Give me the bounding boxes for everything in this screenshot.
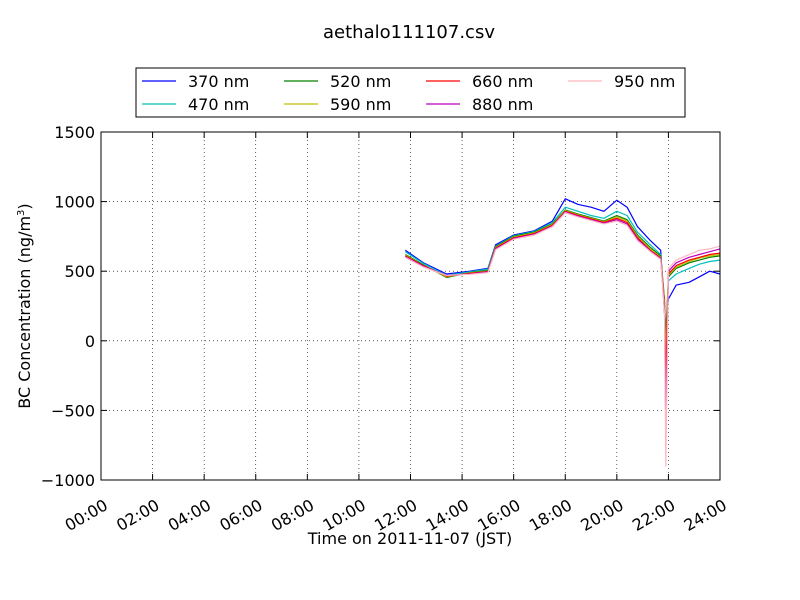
legend-label: 660 nm xyxy=(472,72,533,91)
legend-label: 950 nm xyxy=(614,72,675,91)
y-tick-label: −500 xyxy=(51,401,95,420)
series-line-950-nm xyxy=(405,212,721,467)
legend-label: 370 nm xyxy=(188,72,249,91)
y-tick-label: 0 xyxy=(85,332,95,351)
y-tick-label: 1000 xyxy=(54,193,95,212)
legend-label: 590 nm xyxy=(330,95,391,114)
y-tick-label: 500 xyxy=(64,262,95,281)
legend-label: 520 nm xyxy=(330,72,391,91)
legend: 370 nm 470 nm 520 nm 590 nm 660 nm 880 nm 950 … xyxy=(135,67,686,118)
y-tick-label: −1000 xyxy=(41,471,95,490)
y-tick-label: 1500 xyxy=(54,123,95,142)
y-axis-label: BC Concentration (ng/m3) xyxy=(15,203,34,408)
plot-frame xyxy=(100,131,721,481)
legend-label: 470 nm xyxy=(188,95,249,114)
chart-title: aethalo111107.csv xyxy=(323,22,495,43)
x-axis-label: Time on 2011-11-07 (JST) xyxy=(307,529,512,548)
legend-label: 880 nm xyxy=(472,95,533,114)
data-series xyxy=(404,198,721,467)
legend-box xyxy=(135,67,686,118)
